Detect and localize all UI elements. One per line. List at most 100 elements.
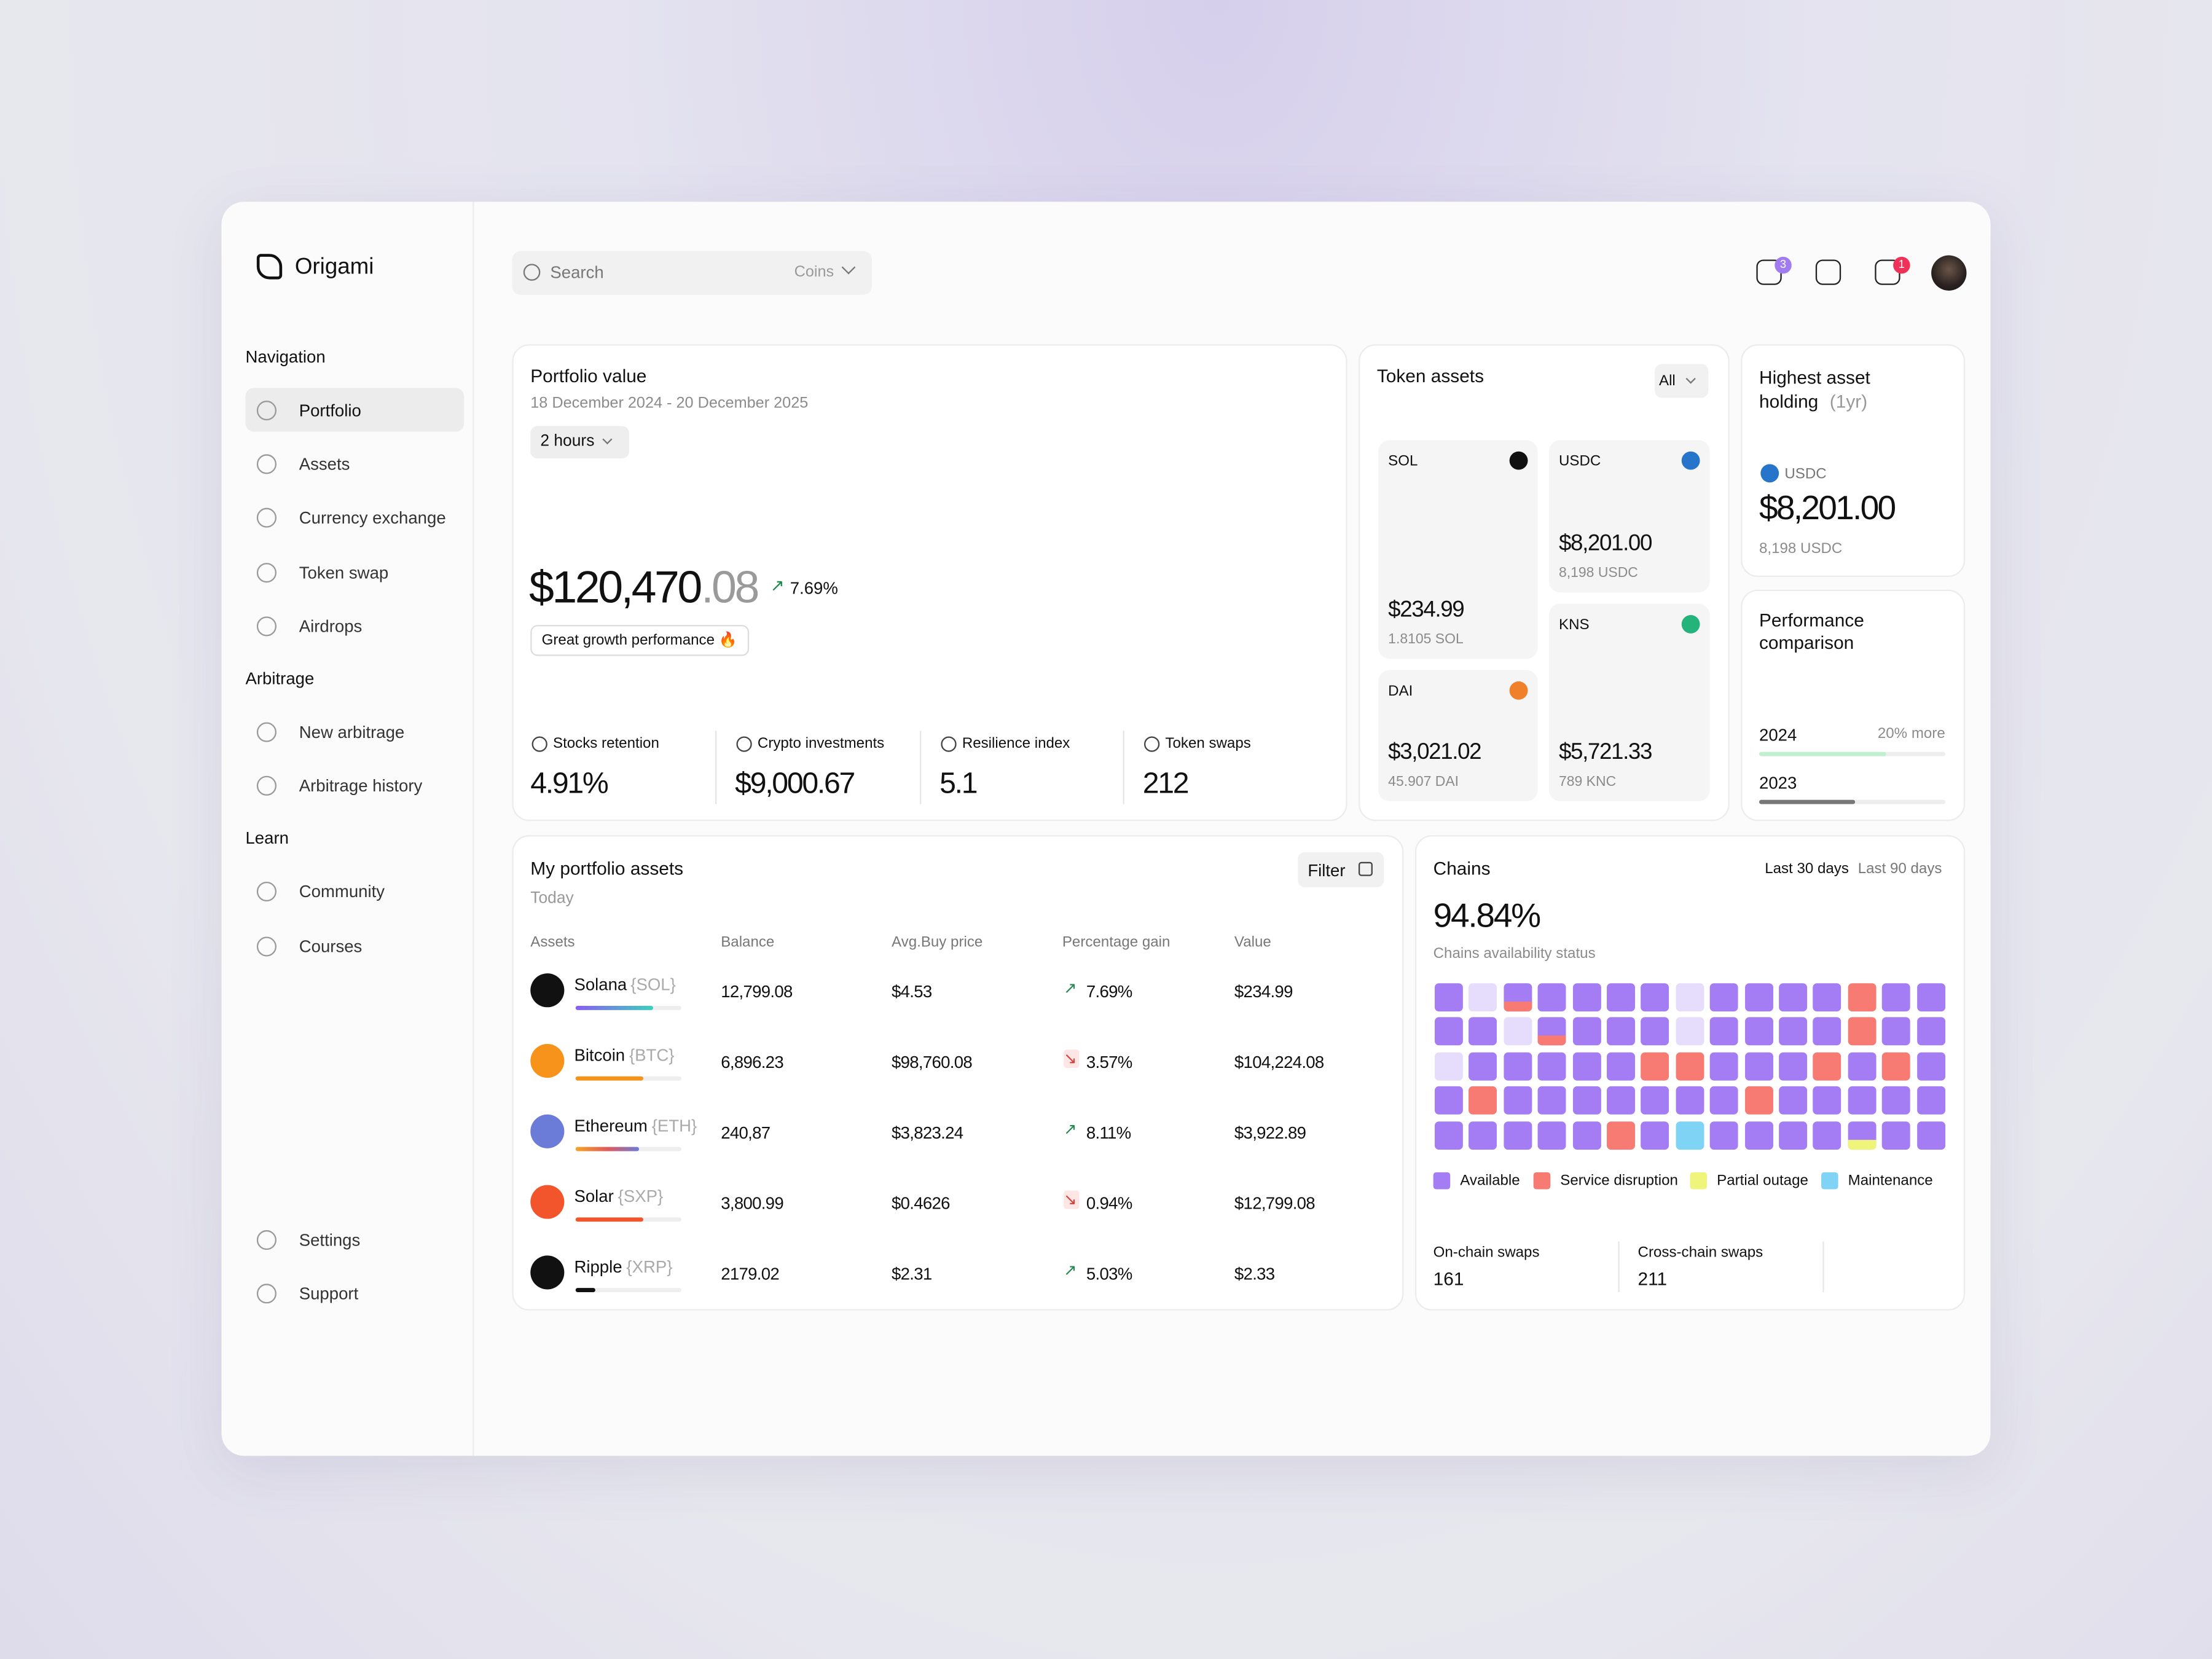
icon	[523, 264, 541, 281]
buy-price: $2.31	[892, 1264, 932, 1284]
column-header: Value	[1234, 933, 1271, 951]
bar-fill	[1759, 751, 1886, 756]
status-cell	[1916, 1052, 1945, 1081]
token-value: $5,721.33	[1558, 740, 1652, 765]
nav-item[interactable]: Settings	[299, 1230, 361, 1250]
status-cell	[1848, 1052, 1877, 1081]
nav-item[interactable]: Currency exchange	[299, 508, 446, 528]
status-cell	[1607, 1121, 1635, 1150]
status-cell	[1572, 1018, 1601, 1046]
stat-divider	[1822, 1241, 1824, 1293]
portfolio-value: $120,470	[528, 561, 702, 613]
column-header: Assets	[530, 933, 575, 951]
stat-divider	[1123, 731, 1124, 804]
trend-down: ↘	[1064, 1190, 1080, 1209]
range[interactable]: Last 90 days	[1857, 860, 1942, 878]
asset-name: Solar	[574, 1186, 614, 1207]
year: 2024	[1759, 725, 1797, 745]
status-cell	[1882, 1018, 1911, 1046]
status-cell	[1779, 1121, 1808, 1150]
icon	[256, 508, 276, 528]
stat-divider	[1618, 1241, 1620, 1293]
stat-value: 5.1	[939, 767, 978, 800]
filter-button[interactable]	[1298, 852, 1384, 888]
nav-item[interactable]: Community	[299, 881, 385, 902]
status-cell	[1434, 1052, 1463, 1081]
asset-bar	[575, 1005, 654, 1010]
balance: 6,896.23	[721, 1052, 783, 1072]
search-box[interactable]	[512, 251, 872, 295]
gain: 8.11%	[1086, 1123, 1131, 1143]
nav-item[interactable]: Courses	[299, 936, 363, 957]
asset-ticker: {XRP}	[626, 1257, 673, 1277]
range-active[interactable]: Last 30 days	[1765, 860, 1849, 878]
status-cell	[1607, 1086, 1635, 1115]
token-symbol: SOL	[1388, 452, 1418, 470]
status-cell	[1882, 1121, 1911, 1150]
value: $104,224.08	[1234, 1052, 1324, 1072]
chains-subtitle: Chains availability status	[1433, 945, 1596, 962]
status-cell	[1469, 1018, 1497, 1046]
search-filter[interactable]: Coins	[794, 264, 834, 281]
trend-up: ↗	[1064, 1262, 1077, 1280]
token-amount: 789 KNC	[1558, 774, 1617, 790]
portfolio-card	[512, 344, 1347, 822]
status-cell	[1916, 1086, 1945, 1115]
date-range: 18 December 2024 - 20 December 2025	[530, 394, 809, 412]
status-cell	[1434, 1086, 1463, 1115]
asset-bar	[575, 1147, 640, 1151]
legend-label: Partial outage	[1717, 1172, 1808, 1190]
icon	[256, 616, 276, 637]
stat-divider	[715, 731, 717, 804]
legend-swatch	[1821, 1172, 1838, 1190]
nav-item[interactable]: Airdrops	[299, 616, 363, 637]
stat-label: Stocks retention	[552, 735, 659, 752]
status-cell	[1503, 1018, 1532, 1046]
legend-swatch	[1433, 1172, 1451, 1190]
toolbar-icon[interactable]	[1815, 259, 1841, 285]
icon	[256, 401, 276, 421]
icon	[256, 1230, 276, 1250]
status-cell	[1710, 983, 1739, 1012]
nav-item[interactable]: Support	[299, 1284, 359, 1304]
legend-label: Maintenance	[1848, 1172, 1933, 1190]
status-cell	[1503, 1086, 1532, 1115]
buy-price: $0.4626	[892, 1193, 950, 1214]
status-cell	[1813, 1052, 1842, 1081]
balance: 240,87	[721, 1123, 771, 1143]
interval-pill[interactable]	[530, 426, 629, 459]
filter-pill[interactable]	[1655, 364, 1709, 398]
value: $3,922.89	[1234, 1123, 1306, 1143]
token-value: $3,021.02	[1388, 740, 1481, 765]
status-cell	[1744, 1086, 1773, 1115]
highest-amount: 8,198 USDC	[1759, 540, 1843, 557]
nav-item[interactable]: New arbitrage	[299, 722, 405, 742]
status-cell	[1434, 983, 1463, 1012]
nav-item[interactable]: Token swap	[299, 563, 389, 583]
asset-name: Ethereum	[574, 1116, 648, 1136]
highest-value: $8,201.00	[1759, 489, 1896, 528]
icon	[530, 1043, 565, 1078]
nav-item[interactable]: Assets	[299, 454, 350, 474]
icon	[1681, 614, 1700, 633]
status-cell	[1744, 983, 1773, 1012]
status-cell	[1572, 983, 1601, 1012]
token-symbol: KNS	[1558, 616, 1590, 633]
asset-ticker: {SOL}	[630, 975, 676, 995]
icon	[256, 454, 276, 474]
nav-item[interactable]: Portfolio	[299, 401, 361, 421]
sidebar-divider	[473, 202, 474, 1456]
icon	[940, 735, 956, 751]
growth-badge: Great growth performance 🔥	[530, 625, 749, 656]
token-symbol: USDC	[1558, 452, 1601, 470]
avatar[interactable]	[1931, 255, 1967, 291]
nav-item[interactable]: Arbitrage history	[299, 775, 423, 796]
gain: 5.03%	[1086, 1264, 1132, 1284]
gain: 0.94%	[1086, 1193, 1132, 1214]
card-title: Token assets	[1376, 365, 1484, 387]
status-cell	[1572, 1086, 1601, 1115]
icon	[256, 775, 276, 796]
trend-up: ↗	[1064, 980, 1077, 998]
status-cell	[1916, 1018, 1945, 1046]
status-cell	[1779, 1052, 1808, 1081]
